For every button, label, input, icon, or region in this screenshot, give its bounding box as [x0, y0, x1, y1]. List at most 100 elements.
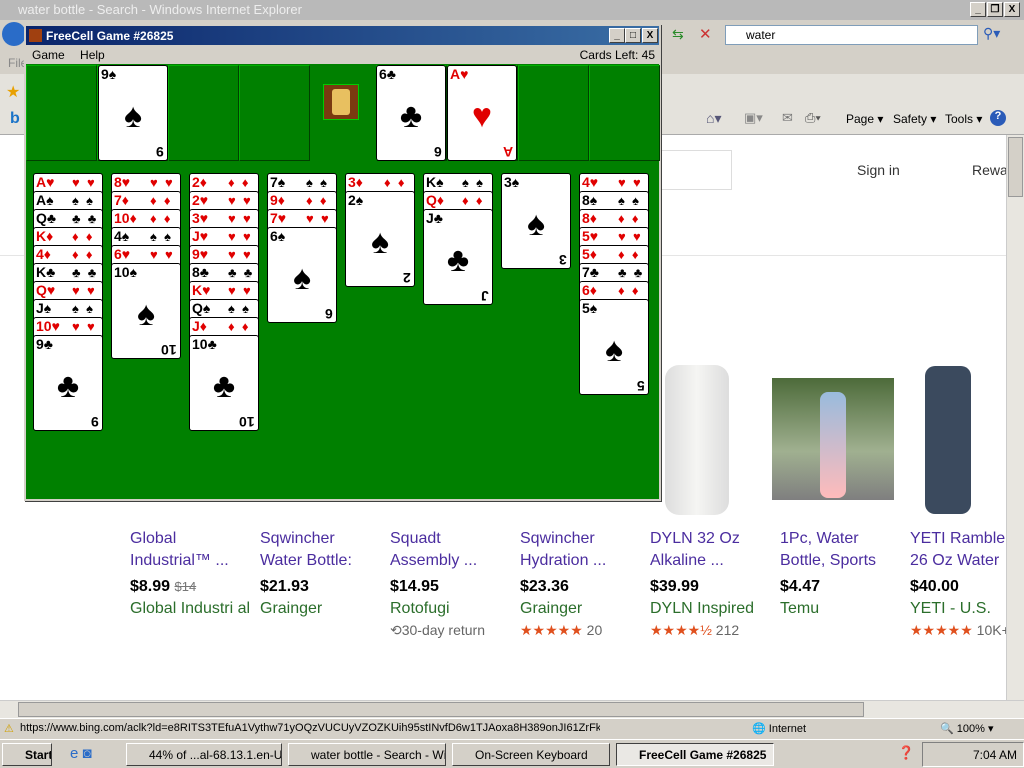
product-card[interactable]: YETI Rambler 26 Oz Water $40.00 YETI - U.… — [910, 528, 1024, 639]
card-center-pip: ♣ — [399, 97, 423, 135]
home-icon[interactable]: ⌂▾ — [706, 110, 722, 126]
tools-menu[interactable]: Tools ▾ — [945, 112, 983, 126]
restore-button[interactable]: ❐ — [987, 2, 1003, 17]
card-label: 6♦ — [582, 282, 597, 298]
product-seller: Rotofugi — [390, 600, 450, 617]
card-pips: ♦ ♦ — [462, 193, 483, 208]
card-pips: ♠ ♠ — [150, 229, 172, 244]
card[interactable]: 5♠ ♠ 5 — [579, 299, 649, 395]
card-label: 5♦ — [582, 246, 597, 262]
menu-file[interactable]: File — [8, 56, 28, 70]
print-icon[interactable]: ⎙▾ — [805, 110, 821, 125]
product-title[interactable]: Global Industrial™ ... — [130, 530, 229, 569]
card-label: K♥ — [192, 282, 211, 298]
minimize-button[interactable]: _ — [970, 2, 986, 17]
foundation-slot[interactable] — [518, 65, 589, 161]
product-title[interactable]: Sqwincher Hydration ... — [520, 530, 607, 569]
foundation-slot[interactable] — [589, 65, 660, 161]
card[interactable]: 6♠ ♠ 6 — [267, 227, 337, 323]
task-freecell[interactable]: FreeCell Game #26825 — [616, 743, 774, 766]
page-menu[interactable]: Page ▾ — [846, 112, 884, 126]
stop-icon[interactable]: ✕ — [699, 26, 712, 43]
card-pips: ♣ ♣ — [72, 211, 97, 226]
product-title[interactable]: YETI Rambler 26 Oz Water — [910, 530, 1011, 569]
product-card[interactable]: Sqwincher Water Bottle: $21.93 Grainger — [260, 528, 385, 622]
card-pips: ♥ ♥ — [72, 319, 95, 334]
vertical-scrollbar[interactable] — [1006, 135, 1024, 700]
horizontal-scrollbar[interactable] — [0, 700, 1024, 718]
product-image[interactable] — [665, 365, 729, 515]
king-icon — [323, 84, 359, 120]
card-pips: ♠ ♠ — [306, 175, 328, 190]
card-pips: ♥ ♥ — [306, 211, 329, 226]
free-cell[interactable] — [168, 65, 239, 161]
card-pips: ♣ ♣ — [72, 265, 97, 280]
fc-maximize-button[interactable]: □ — [625, 28, 641, 43]
product-title[interactable]: 1Pc, Water Bottle, Sports — [780, 530, 877, 569]
task-ie[interactable]: water bottle - Search - Wi... — [288, 743, 446, 766]
search-icon[interactable]: ⚲▾ — [983, 25, 1001, 41]
card-pips: ♦ ♦ — [618, 247, 639, 262]
start-button[interactable]: Start — [2, 743, 52, 766]
clock: 7:04 AM — [973, 748, 1018, 762]
product-card[interactable]: 1Pc, Water Bottle, Sports $4.47 Temu — [780, 528, 905, 622]
card-label: 3♥ — [192, 210, 209, 226]
card[interactable]: 9♣ ♣ 9 — [33, 335, 103, 431]
card[interactable]: 6♣ ♣ 6 — [376, 65, 446, 161]
product-image[interactable] — [925, 366, 971, 514]
product-card[interactable]: Squadt Assembly ... $14.95 Rotofugi ⟲30-d… — [390, 528, 515, 639]
card[interactable]: 2♠ ♠ 2 — [345, 191, 415, 287]
fc-minimize-button[interactable]: _ — [609, 28, 625, 43]
card-pips: ♣ ♣ — [618, 265, 643, 280]
product-seller: DYLN Inspired — [650, 600, 755, 617]
product-title[interactable]: Sqwincher Water Bottle: — [260, 530, 352, 569]
card-label: Q♠ — [192, 300, 211, 316]
product-card[interactable]: Global Industrial™ ... $8.99 $14 Global I… — [130, 528, 255, 622]
favorites-star-icon[interactable]: ★ — [6, 84, 21, 101]
product-title[interactable]: Squadt Assembly ... — [390, 530, 478, 569]
task-osk[interactable]: On-Screen Keyboard — [452, 743, 610, 766]
card-rank-bottom: 9 — [156, 144, 164, 160]
card-pips: ♠ ♠ — [72, 301, 94, 316]
card[interactable]: 10♣ ♣ 10 — [189, 335, 259, 431]
card-rank-bottom: 6 — [325, 306, 333, 322]
close-button[interactable]: X — [1004, 2, 1020, 17]
mail-icon[interactable]: ✉ — [782, 110, 793, 125]
free-cell[interactable] — [239, 65, 310, 161]
product-title[interactable]: DYLN 32 Oz Alkaline ... — [650, 530, 740, 569]
menu-help[interactable]: Help — [80, 48, 105, 62]
help-icon[interactable]: ? — [990, 110, 1006, 126]
sign-in-link[interactable]: Sign in — [857, 162, 900, 178]
card-pips: ♥ ♥ — [72, 283, 95, 298]
bing-tab-icon: b — [10, 110, 20, 127]
card-rank-bottom: 5 — [637, 378, 645, 394]
rewards-link[interactable]: Rewa — [972, 162, 1008, 178]
zoom-level[interactable]: 🔍 100% ▾ — [940, 723, 994, 735]
card[interactable]: 3♠ ♠ 3 — [501, 173, 571, 269]
refresh-icon[interactable]: ⇆ — [672, 26, 684, 42]
card-rank-bottom: 6 — [434, 144, 442, 160]
product-card[interactable]: DYLN 32 Oz Alkaline ... $39.99 DYLN Inspi… — [650, 528, 775, 639]
help-tray-icon[interactable]: ❓ — [898, 745, 915, 760]
card[interactable]: A♥ ♥ A — [447, 65, 517, 161]
card-pips: ♥ ♥ — [150, 175, 173, 190]
card[interactable]: 9♠ ♠ 9 — [98, 65, 168, 161]
card-label: 7♥ — [270, 210, 287, 226]
quicklaunch-ie-icon[interactable]: e ◙ — [70, 745, 92, 762]
menu-game[interactable]: Game — [32, 48, 65, 62]
safety-menu[interactable]: Safety ▾ — [893, 112, 937, 126]
product-card[interactable]: Sqwincher Hydration ... $23.36 Grainger ★… — [520, 528, 645, 639]
task-download[interactable]: 44% of ...al-68.13.1.en-U... — [126, 743, 282, 766]
card[interactable]: 10♠ ♠ 10 — [111, 263, 181, 359]
feeds-icon[interactable]: ▣▾ — [744, 110, 763, 125]
freecell-title-bar[interactable]: FreeCell Game #26825 — [26, 26, 659, 45]
card-pips: ♦ ♦ — [150, 211, 171, 226]
search-input[interactable]: water — [725, 25, 978, 45]
card-center-pip: ♣ — [446, 241, 470, 279]
game-felt[interactable]: 9♠ ♠ 9 6♣ ♣ 6 A♥ ♥ A A♥ ♥ ♥ A♠ ♠ ♠ Q♣ ♣ ♣ K♦ ♦ ♦ 4♦ ♦ ♦ K♣ ♣… — [26, 64, 660, 499]
back-icon[interactable] — [2, 22, 26, 46]
fc-close-button[interactable]: X — [642, 28, 658, 43]
free-cell[interactable] — [26, 65, 97, 161]
freecell-app-icon — [29, 29, 42, 42]
card[interactable]: J♣ ♣ J — [423, 209, 493, 305]
